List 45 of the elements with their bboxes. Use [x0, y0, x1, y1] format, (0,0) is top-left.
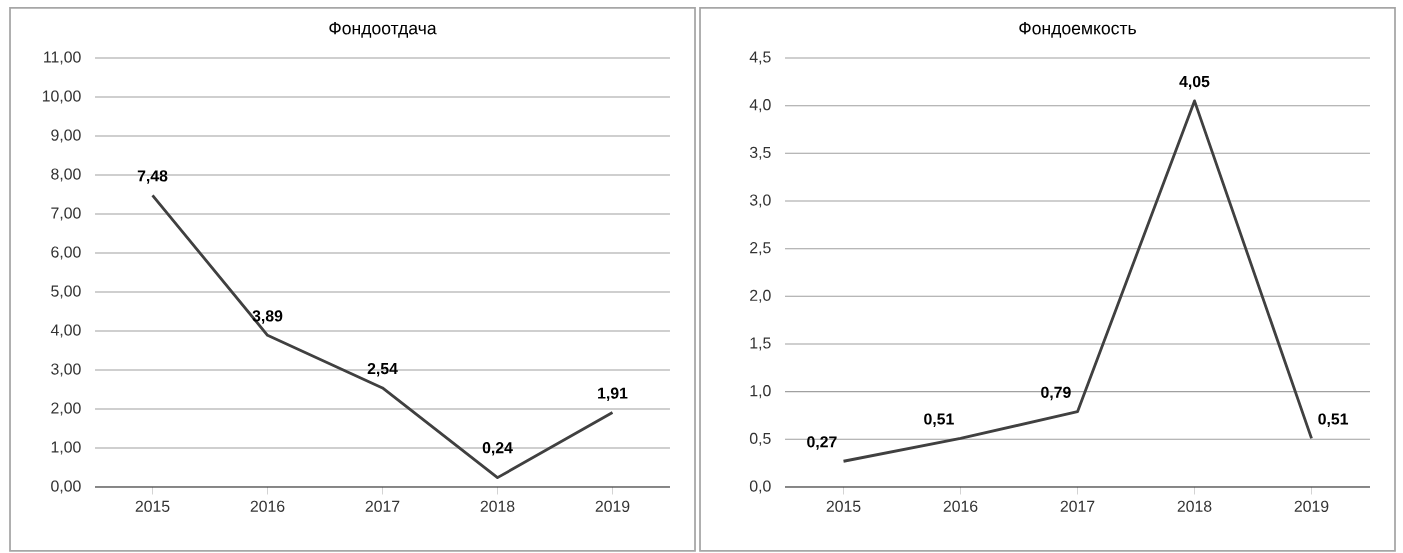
- y-tick-label: 5,00: [51, 285, 81, 299]
- y-tick-label: 2,5: [750, 242, 771, 256]
- y-tick-label: 9,00: [51, 129, 81, 143]
- data-label: 4,05: [1179, 75, 1210, 90]
- y-tick-label: 4,5: [749, 51, 771, 65]
- y-tick-label: 7,00: [51, 207, 81, 221]
- x-tick-label: 2019: [595, 500, 630, 512]
- data-label: 3,89: [252, 310, 283, 324]
- data-label: 0,27: [807, 436, 837, 450]
- data-label: 1,91: [598, 387, 628, 402]
- data-label: 7,48: [137, 170, 168, 184]
- y-tick-label: 2,0: [750, 289, 771, 303]
- y-tick-label: 8,00: [51, 168, 81, 182]
- y-tick-label: 3,0: [749, 194, 771, 208]
- data-label: 0,51: [924, 413, 954, 427]
- data-label: 0,24: [482, 442, 513, 456]
- x-tick-label: 2018: [1177, 500, 1212, 512]
- data-label: 0,51: [1318, 413, 1349, 427]
- y-tick-label: 3,5: [749, 146, 771, 160]
- y-tick-label: 10,00: [42, 90, 81, 104]
- x-tick-label: 2017: [1060, 500, 1095, 512]
- y-tick-label: 1,0: [750, 385, 771, 399]
- x-tick-label: 2016: [943, 500, 978, 512]
- data-label: 0,79: [1041, 386, 1071, 401]
- y-tick-label: 11,00: [44, 51, 81, 65]
- data-label: 2,54: [367, 362, 398, 377]
- y-tick-label: 4,00: [50, 324, 81, 338]
- x-tick-label: 2015: [135, 500, 170, 512]
- line-series: [842, 99, 1313, 463]
- y-tick-label: 1,5: [750, 337, 771, 351]
- x-tick-label: 2016: [250, 500, 285, 512]
- y-tick-label: 2,00: [51, 402, 81, 416]
- y-tick-label: 0,0: [749, 480, 771, 494]
- x-tick-label: 2017: [365, 500, 400, 512]
- x-tick-label: 2015: [826, 500, 861, 512]
- y-tick-label: 3,00: [51, 363, 81, 377]
- y-tick-label: 6,00: [51, 246, 81, 260]
- y-tick-label: 0,5: [749, 432, 771, 446]
- y-tick-label: 1,00: [51, 441, 81, 455]
- chart-title: Фондоемкость: [1019, 22, 1136, 38]
- y-tick-label: 0,00: [51, 480, 81, 494]
- x-tick-label: 2018: [480, 500, 515, 512]
- chart-title: Фондоотдача: [329, 22, 437, 38]
- x-tick-label: 2019: [1294, 500, 1329, 512]
- y-tick-label: 4,0: [749, 99, 771, 113]
